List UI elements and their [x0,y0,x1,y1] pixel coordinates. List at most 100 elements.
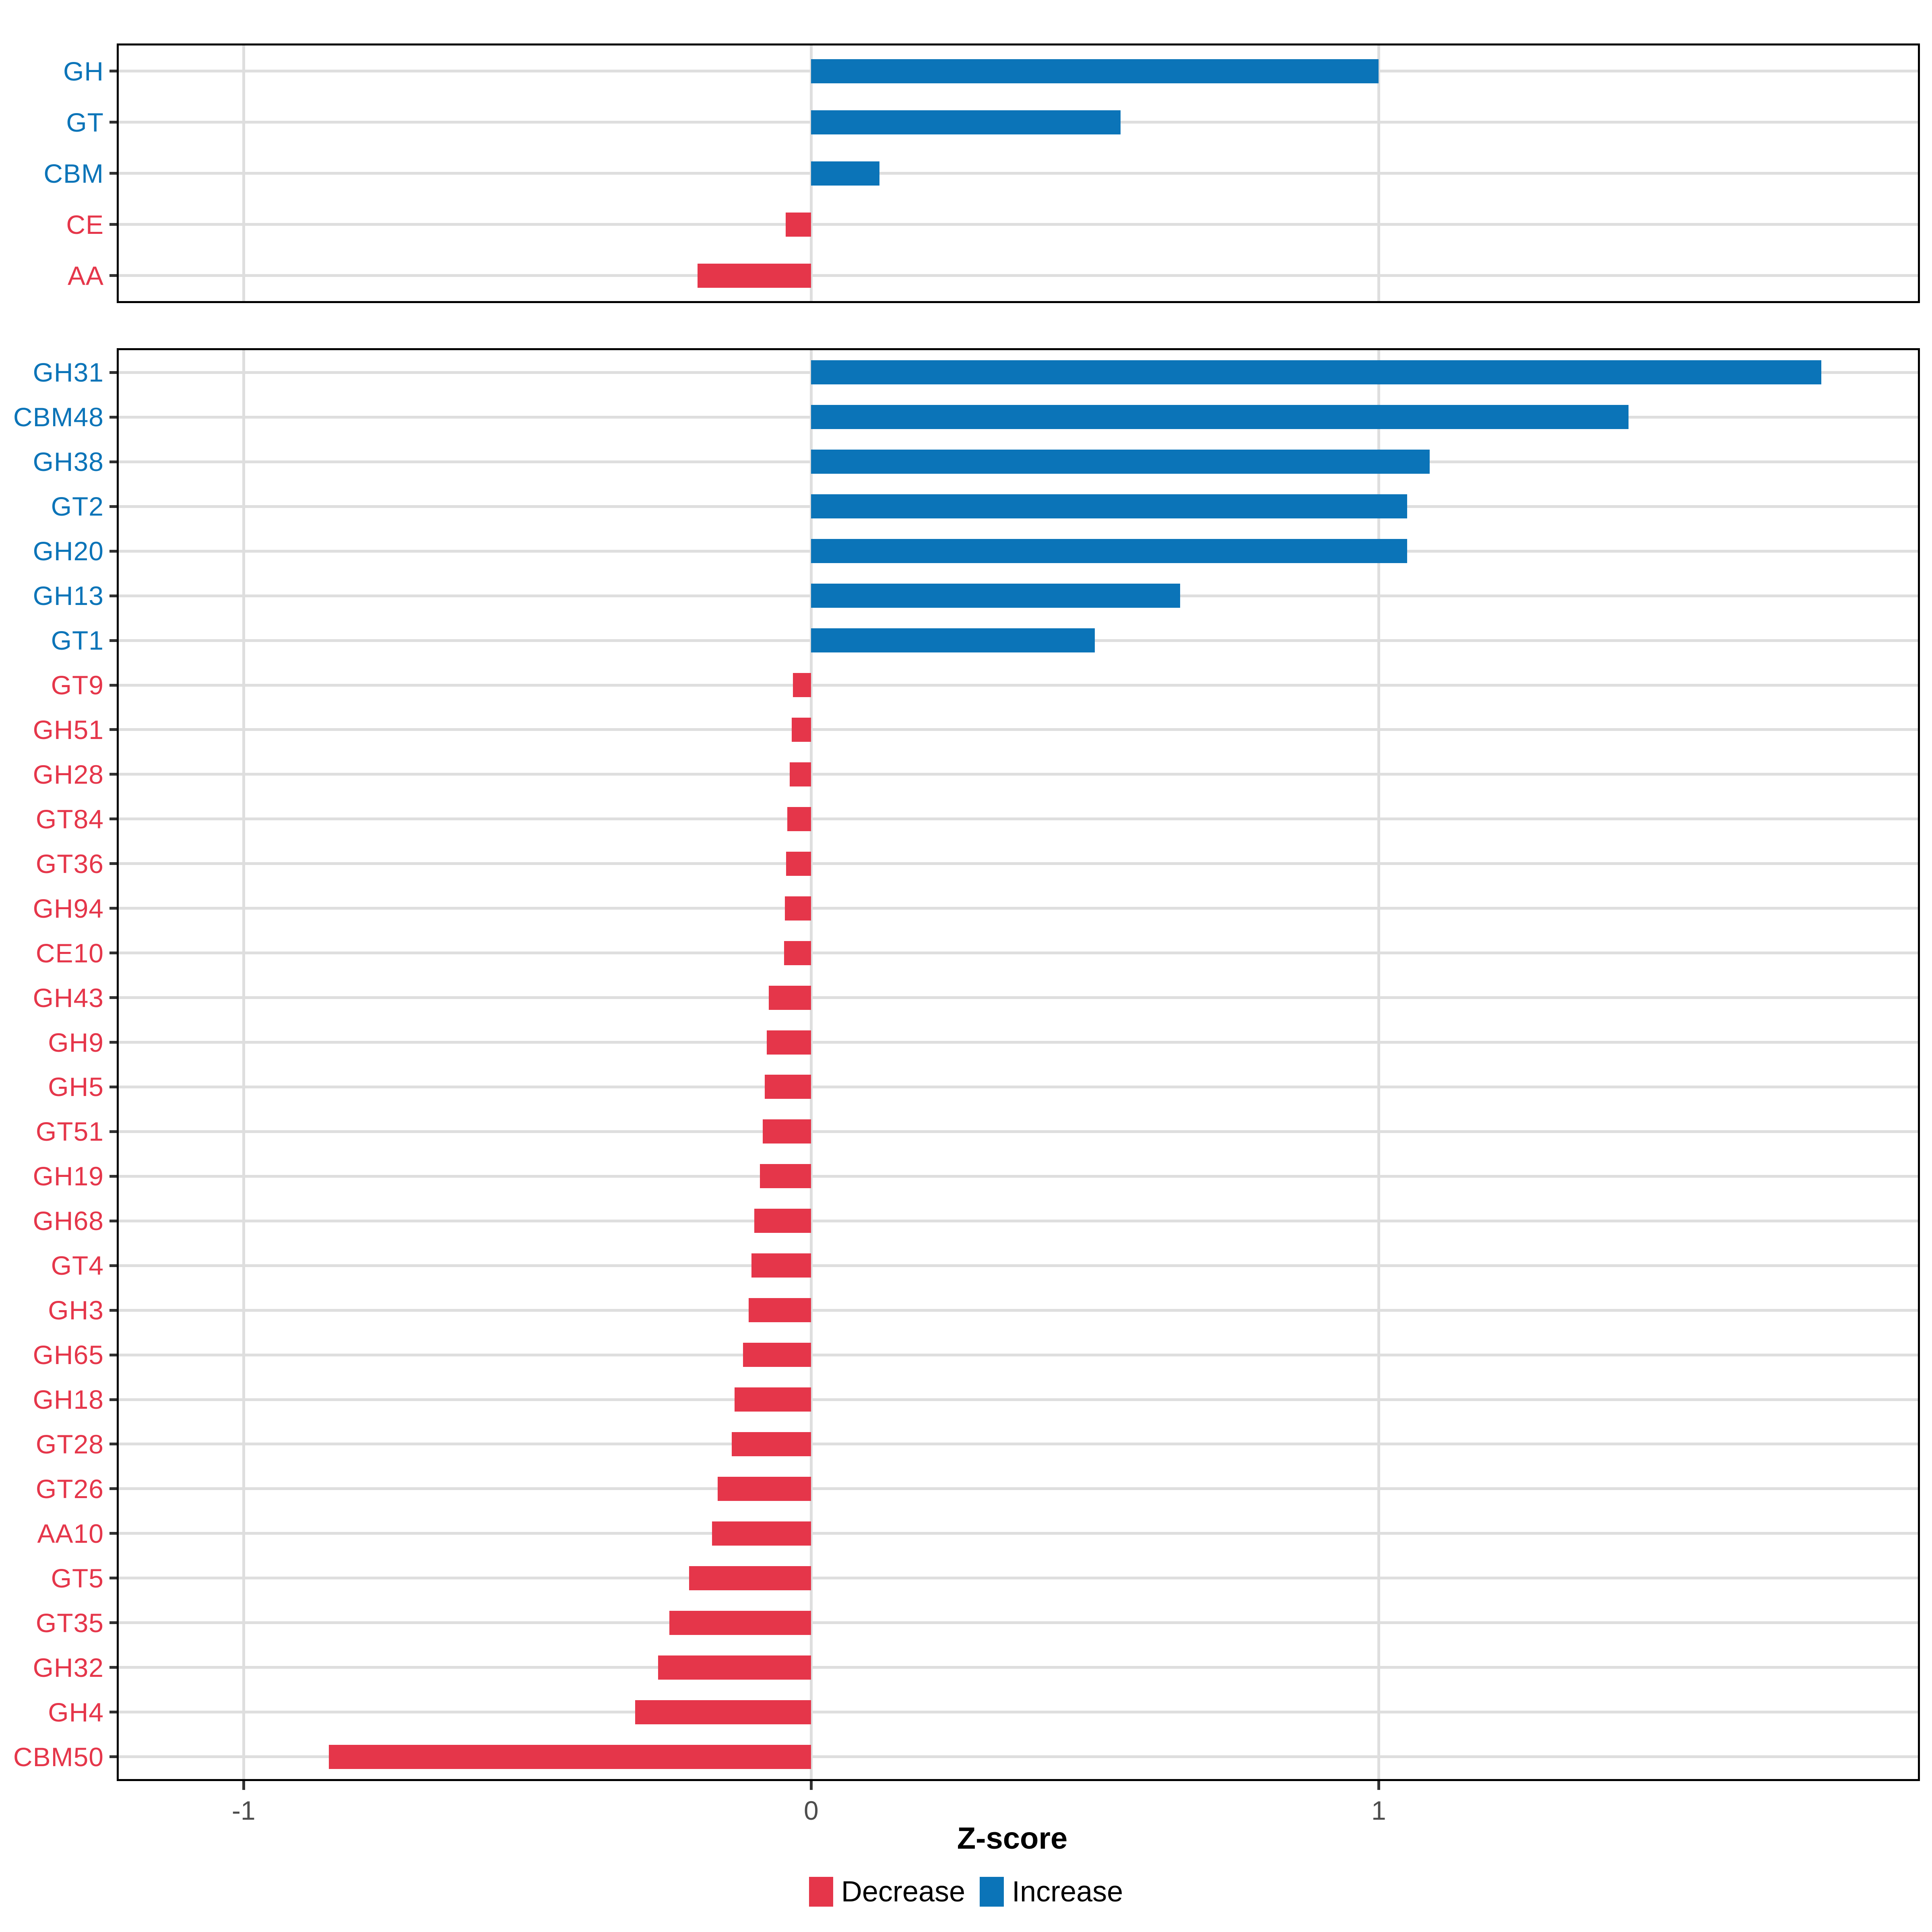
y-axis-label-aa: AA [67,260,104,291]
bottom-panel-plot-area [119,350,1918,1779]
horizontal-gridline [119,862,1918,865]
bar-gh5 [764,1075,811,1099]
y-axis-label-gh4: GH4 [48,1697,104,1727]
horizontal-gridline [119,1398,1918,1401]
bar-gt4 [751,1253,811,1278]
y-axis-tick [109,1130,117,1133]
y-axis-label-gt5: GT5 [51,1563,104,1593]
y-axis-label-gt28: GT28 [35,1429,104,1459]
bar-gh68 [754,1209,811,1233]
horizontal-gridline [119,1487,1918,1490]
y-axis-tick [109,683,117,687]
y-axis-label-gh68: GH68 [33,1206,104,1236]
vertical-gridline [809,350,813,1779]
y-axis-label-gh51: GH51 [33,714,104,745]
y-axis-label-gt36: GT36 [35,848,104,879]
horizontal-gridline [119,1353,1918,1356]
bar-gt2 [811,494,1407,519]
y-axis-tick [109,1443,117,1446]
x-axis-title: Z-score [957,1821,1068,1856]
y-axis-label-aa10: AA10 [37,1518,104,1548]
horizontal-gridline [119,1443,1918,1446]
vertical-gridline [1377,350,1380,1779]
bar-aa10 [712,1521,811,1546]
y-axis-label-gt51: GT51 [35,1117,104,1147]
bar-gt1 [811,628,1095,653]
y-axis-label-cbm48: CBM48 [13,402,104,432]
y-axis-label-gt: GT [66,107,104,137]
y-axis-tick [109,862,117,865]
horizontal-gridline [119,1532,1918,1535]
y-axis-label-gh28: GH28 [33,759,104,789]
y-axis-tick [109,728,117,731]
x-axis-tick-label: 1 [1371,1796,1386,1825]
horizontal-gridline [119,172,1918,175]
y-axis-label-gh31: GH31 [33,357,104,388]
bar-gh4 [635,1700,811,1724]
y-axis-label-gt26: GT26 [35,1474,104,1504]
bar-cbm50 [328,1744,811,1769]
top-panel-plot-area [119,45,1918,301]
horizontal-gridline [119,728,1918,731]
y-axis-tick [109,371,117,374]
bar-gh28 [789,762,811,786]
y-axis-tick [109,1309,117,1312]
legend-swatch-increase [980,1877,1004,1907]
horizontal-gridline [119,1041,1918,1044]
chart-legend: Decrease Increase [765,1870,1167,1914]
y-axis-label-gh3: GH3 [48,1295,104,1325]
y-axis-tick [109,1577,117,1580]
bar-ce [785,212,811,237]
horizontal-gridline [119,683,1918,687]
y-axis-tick [109,996,117,999]
y-axis-tick [109,549,117,553]
legend-swatch-decrease [809,1877,833,1907]
y-axis-label-gh20: GH20 [33,536,104,566]
y-axis-label-gt35: GT35 [35,1608,104,1638]
bar-gh20 [811,539,1407,564]
bar-gh31 [811,360,1822,385]
bar-gh32 [658,1655,811,1680]
bar-gh [811,59,1379,83]
y-axis-tick [109,1219,117,1222]
bar-gh38 [811,450,1430,474]
bar-gh94 [785,896,811,921]
bar-gt35 [669,1610,811,1635]
horizontal-gridline [119,907,1918,910]
y-axis-tick [109,1755,117,1759]
y-axis-label-gh19: GH19 [33,1161,104,1191]
bar-gt9 [793,673,811,698]
y-axis-label-gh43: GH43 [33,983,104,1013]
legend-label-decrease: Decrease [841,1876,965,1908]
x-axis-tick-label: -1 [231,1796,256,1825]
y-axis-label-gh32: GH32 [33,1652,104,1682]
horizontal-gridline [119,1309,1918,1312]
bar-gt36 [786,851,811,876]
y-axis-tick [109,639,117,642]
bar-gh13 [811,584,1180,608]
bar-gh18 [734,1387,811,1412]
y-axis-label-gh9: GH9 [48,1027,104,1057]
horizontal-gridline [119,1666,1918,1669]
horizontal-gridline [119,1755,1918,1759]
y-axis-tick [109,1666,117,1669]
vertical-gridline [242,350,245,1779]
horizontal-gridline [119,1130,1918,1133]
y-axis-tick [109,1487,117,1490]
horizontal-gridline [119,1621,1918,1624]
horizontal-gridline [119,1085,1918,1088]
y-axis-label-gh65: GH65 [33,1340,104,1370]
y-axis-tick [109,1041,117,1044]
y-axis-label-gt84: GT84 [35,804,104,834]
y-axis-tick [109,70,117,72]
horizontal-gridline [119,223,1918,226]
y-axis-tick [109,274,117,277]
y-axis-tick [109,1353,117,1356]
legend-item-increase: Increase [980,1877,1123,1907]
y-axis-tick [109,952,117,955]
y-axis-label-gt4: GT4 [51,1251,104,1281]
y-axis-label-gh: GH [63,56,104,86]
bar-gt5 [689,1566,811,1590]
y-axis-tick [109,1085,117,1088]
